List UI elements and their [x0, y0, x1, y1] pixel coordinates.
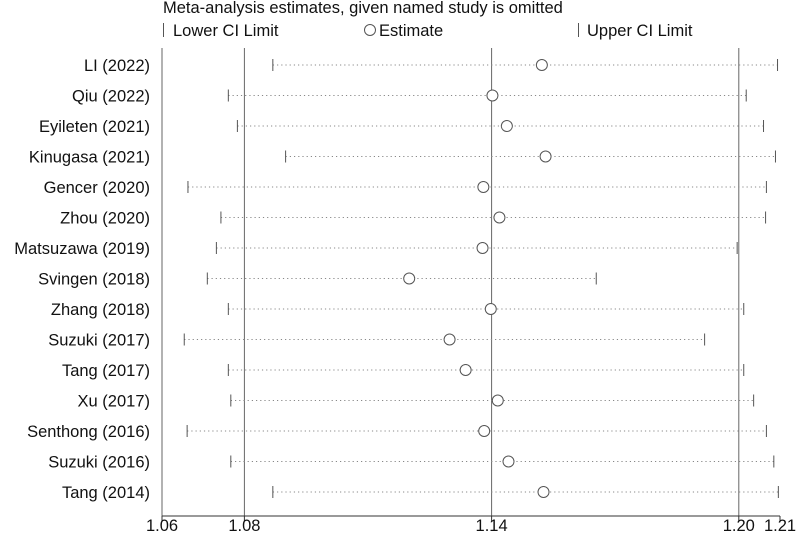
study-row: LI (2022): [84, 57, 779, 75]
legend-upper-ci-label: Upper CI Limit: [587, 22, 693, 40]
x-tick-label: 1.08: [228, 517, 260, 534]
study-label: Kinugasa (2021): [29, 149, 150, 167]
x-tick-label: 1.06: [146, 517, 178, 534]
legend-estimate-label: Estimate: [379, 22, 443, 40]
study-row: Suzuki (2016): [48, 454, 775, 472]
study-label: Tang (2014): [62, 484, 150, 502]
study-label: Xu (2017): [78, 393, 150, 411]
study-row: Gencer (2020): [44, 179, 767, 197]
study-label: Eyileten (2021): [39, 118, 150, 136]
study-label: Senthong (2016): [27, 423, 150, 441]
estimate-marker: [493, 211, 506, 224]
study-row: Matsuzawa (2019): [14, 240, 738, 258]
study-row: Eyileten (2021): [39, 118, 765, 136]
estimate-marker: [500, 120, 513, 132]
study-label: Zhou (2020): [60, 210, 150, 228]
study-row: Suzuki (2017): [48, 332, 706, 350]
estimate-marker: [502, 455, 515, 468]
study-label: Svingen (2018): [38, 271, 150, 289]
estimate-marker: [491, 394, 504, 407]
study-row: Tang (2014): [62, 484, 779, 502]
study-row: Tang (2017): [62, 362, 745, 380]
legend-estimate-marker: [364, 24, 376, 36]
study-row: Zhang (2018): [51, 301, 745, 319]
study-label: Matsuzawa (2019): [14, 240, 150, 258]
estimate-marker: [486, 89, 499, 102]
estimate-marker: [459, 364, 472, 376]
legend-lower-ci-label: Lower CI Limit: [173, 22, 279, 40]
estimate-marker: [443, 333, 456, 346]
estimate-marker: [484, 303, 497, 315]
reference-lines: [161, 48, 740, 516]
estimate-marker: [477, 181, 490, 193]
estimate-marker: [403, 272, 416, 285]
study-label: Suzuki (2016): [48, 454, 150, 472]
estimate-marker: [539, 150, 552, 163]
estimate-marker: [476, 242, 489, 254]
x-tick-label: 1.14: [476, 517, 508, 534]
x-axis: 1.06 1.08 1.14 1.20 1.21: [146, 515, 796, 534]
study-label: LI (2022): [84, 57, 150, 75]
study-row: Qiu (2022): [72, 88, 747, 106]
estimate-marker: [537, 486, 550, 498]
study-row: Senthong (2016): [27, 423, 767, 441]
study-row: Kinugasa (2021): [29, 149, 776, 167]
study-label: Tang (2017): [62, 362, 150, 380]
study-row: Zhou (2020): [60, 210, 767, 228]
study-rows: LI (2022) Qiu (2022) Eyileten (2021) Kinuga…: [14, 57, 779, 502]
x-axis-ticks: 1.06 1.08 1.14 1.20 1.21: [146, 516, 796, 534]
study-row: Xu (2017): [78, 393, 755, 411]
study-label: Qiu (2022): [72, 88, 150, 106]
study-label: Suzuki (2017): [48, 332, 150, 350]
study-row: Svingen (2018): [38, 271, 597, 289]
study-label: Gencer (2020): [44, 179, 150, 197]
legend: Lower CI Limit Estimate Upper CI Limit: [163, 22, 693, 40]
x-tick-label: 1.21: [764, 517, 796, 534]
x-tick-label: 1.20: [723, 517, 755, 534]
chart-title: Meta-analysis estimates, given named stu…: [163, 0, 563, 17]
study-label: Zhang (2018): [51, 301, 150, 319]
estimate-marker: [535, 59, 548, 71]
estimate-marker: [478, 425, 491, 437]
